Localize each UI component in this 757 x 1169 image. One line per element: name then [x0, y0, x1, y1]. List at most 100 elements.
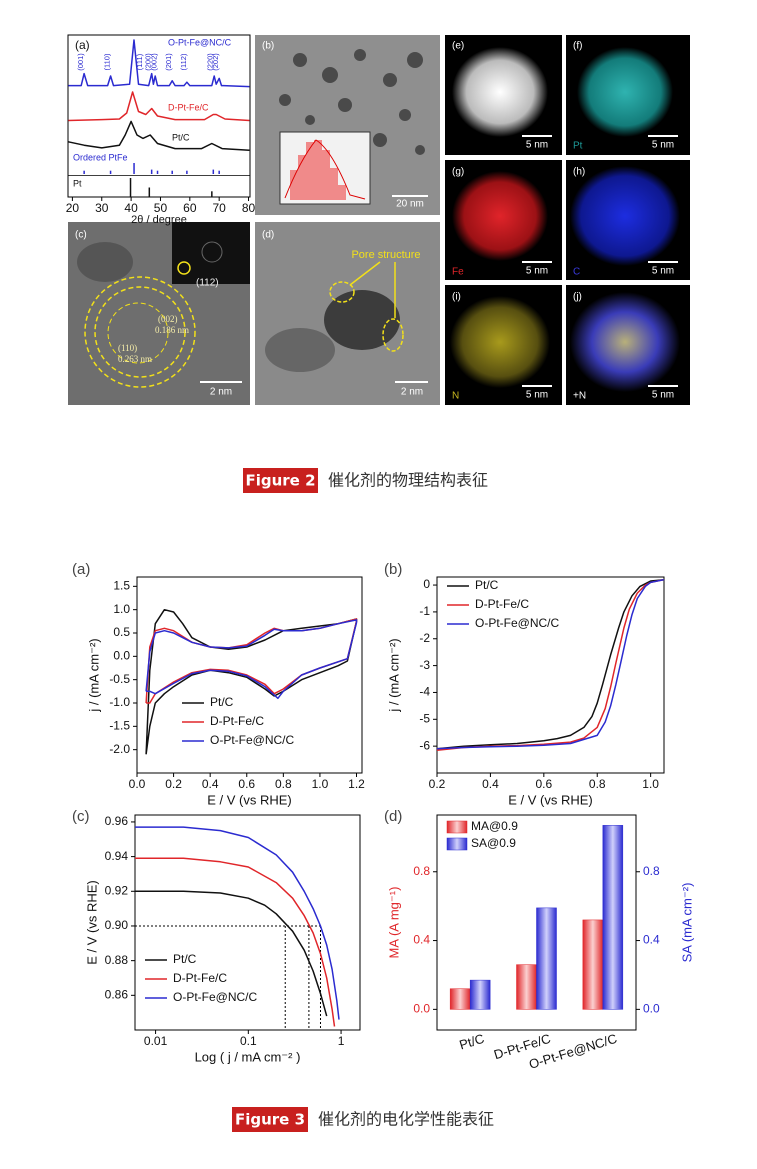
x-tick-label: 1.0	[312, 777, 329, 791]
y-axis-label: j / (mA cm⁻²)	[386, 638, 401, 712]
peak-label: (112)	[179, 53, 188, 70]
scale-label: 20 nm	[396, 199, 424, 210]
series-line	[436, 578, 665, 751]
y-tick-label: 1.0	[113, 602, 130, 616]
particle	[452, 47, 548, 137]
caption-label: Figure 2	[245, 472, 315, 490]
bar	[469, 979, 491, 1010]
y-tick-label: 0	[423, 577, 430, 591]
y-tick-label: 0.0	[113, 649, 130, 663]
x-tick-label: 50	[154, 201, 168, 215]
series-line	[135, 890, 328, 1017]
fft-spot-marker	[177, 261, 191, 275]
series-label: Pt	[73, 178, 82, 188]
dashed-circle	[107, 302, 169, 364]
legend-label: O-Pt-Fe@NC/C	[475, 616, 560, 630]
panel-label: (d)	[384, 808, 402, 825]
x-tick-label: 1.0	[642, 777, 659, 791]
x-tick-label: 0.6	[238, 777, 255, 791]
dashed-circle	[94, 286, 186, 378]
peak-label: (110)	[103, 53, 112, 70]
bar	[582, 919, 604, 1010]
legend-label: Pt/C	[475, 578, 499, 592]
particle	[577, 47, 673, 137]
scale-label: 5 nm	[526, 266, 548, 277]
bar	[536, 907, 557, 1010]
caption-text: 催化剂的电化学性能表征	[318, 1110, 494, 1129]
series-label: D-Pt-Fe/C	[168, 102, 209, 112]
y-tick-label: -5	[419, 711, 430, 725]
legend-swatch	[446, 820, 468, 834]
y-tick-label: -2.0	[109, 742, 130, 756]
series-line	[68, 120, 250, 152]
histogram-bars	[290, 140, 346, 200]
fft-ring	[201, 241, 223, 263]
series-line	[145, 619, 358, 700]
series-line	[436, 578, 665, 750]
x-axis-label: 2θ / degree	[131, 214, 187, 226]
panel-label: (d)	[262, 230, 274, 241]
annotation: (002)	[158, 314, 178, 324]
panel-label: (c)	[75, 230, 87, 241]
particle	[450, 296, 550, 388]
annotation: 0.263 nm	[118, 354, 152, 364]
x-tick-label: 0.2	[165, 777, 182, 791]
x-tick-label: 0.1	[240, 1034, 257, 1048]
caption-badge	[243, 468, 318, 493]
y-tick-label: 0.96	[105, 814, 129, 828]
series-label: Ordered PtFe	[73, 152, 128, 162]
x-tick-label: 30	[95, 201, 109, 215]
annotation: (112)	[196, 278, 219, 289]
y-tick-label: 0.90	[105, 918, 129, 932]
panel-label: (c)	[72, 808, 90, 825]
legend-swatch	[446, 837, 468, 851]
bar	[516, 964, 537, 1010]
x-tick-label: 1.2	[348, 777, 365, 791]
plot-frame	[436, 814, 637, 1031]
legend-label: Pt/C	[210, 695, 234, 709]
particle	[570, 292, 680, 392]
peak-label: (002)	[150, 53, 159, 71]
annotation: Pore structure	[351, 249, 420, 261]
x-axis-label: Log ( j / mA cm⁻² )	[195, 1049, 301, 1064]
element-label: C	[573, 267, 580, 278]
y-tick-label: 1.5	[113, 579, 130, 593]
peak-label: (111)	[135, 53, 144, 70]
plot-frame	[136, 576, 363, 774]
x-tick-label: 0.8	[275, 777, 292, 791]
peak-label: (202)	[211, 53, 220, 71]
x-tick-label: 60	[183, 201, 197, 215]
y-tick-label: 0.5	[113, 625, 130, 639]
annotation: (110)	[118, 343, 137, 353]
x-tick-label: 0.8	[589, 777, 606, 791]
peak-label: (201)	[164, 53, 173, 71]
particles	[279, 49, 425, 155]
panel-label: (a)	[75, 38, 90, 52]
x-tick-label: 1	[338, 1034, 345, 1048]
y-tick-label: -2	[419, 631, 430, 645]
caption-label: Figure 3	[235, 1111, 305, 1129]
y-tick-label: 0.94	[105, 849, 129, 863]
panel-label: (i)	[452, 292, 461, 303]
bar	[602, 825, 624, 1010]
particle	[265, 328, 335, 372]
legend-label: D-Pt-Fe/C	[210, 714, 264, 728]
x-tick-label: Pt/C	[457, 1031, 486, 1053]
y-tick-label: -1.5	[109, 719, 130, 733]
particle	[77, 242, 133, 282]
series-line	[68, 39, 250, 88]
y-tick-label: -1.0	[109, 695, 130, 709]
plot-frame	[134, 814, 361, 1031]
y-tick-label: 0.86	[105, 987, 129, 1001]
y2-axis-label: SA (mA cm⁻²)	[679, 883, 694, 963]
caption-text: 催化剂的物理结构表征	[328, 471, 488, 490]
x-axis-label: E / V (vs RHE)	[508, 792, 593, 807]
scale-label: 2 nm	[210, 387, 232, 398]
element-label: Pt	[573, 141, 583, 152]
element-label: +N	[573, 391, 586, 402]
figure2-images: (b) 20 nm (c) (112) (002) 0.186 nm (110)…	[68, 35, 690, 405]
legend-label: D-Pt-Fe/C	[173, 971, 227, 985]
annotation: 0.186 nm	[155, 325, 189, 335]
x-tick-label: 0.4	[482, 777, 499, 791]
panel-label: (j)	[573, 292, 582, 303]
